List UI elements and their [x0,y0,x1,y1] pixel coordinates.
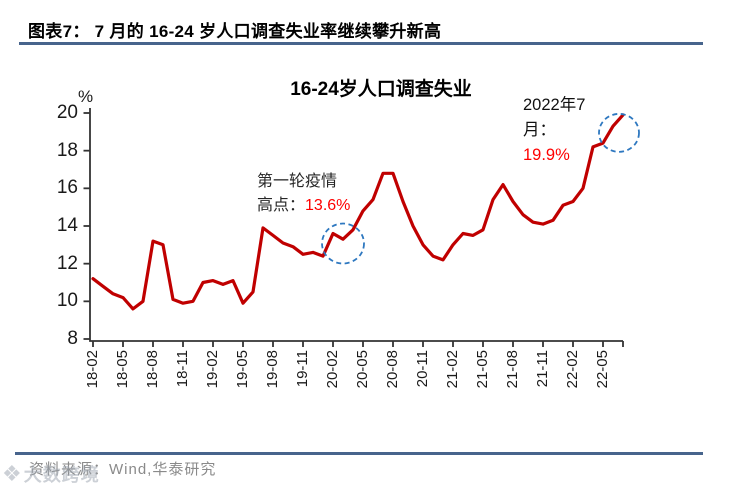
annotation-latest-value: 19.9% [523,145,570,164]
annotation-first-wave-value: 13.6% [305,197,351,214]
x-axis-tick-label: 20-05 [354,350,371,389]
annotation-latest: 2022年7 月： 19.9% [523,93,615,167]
annotation-first-wave-line1: 第一轮疫情 [257,173,338,190]
x-axis-tick-label: 19-05 [234,350,251,389]
data-series-line [91,113,625,311]
x-axis-tick-label: 18-08 [144,350,161,389]
y-axis-tick-label: 18 [56,139,78,161]
annotation-first-wave: 第一轮疫情 高点：13.6% [257,170,387,218]
y-axis-tick-label: 8 [67,328,78,349]
x-axis-tick-label: 22-05 [594,350,611,389]
caption-divider [19,42,703,45]
y-axis-unit-label: % [78,87,94,106]
annotation-latest-line2: 月： [523,120,556,139]
axis-lines [89,108,623,342]
x-axis-tick-label: 18-11 [174,350,191,388]
x-axis-tick-label: 21-05 [474,350,491,389]
x-axis-tick-label: 19-08 [264,350,281,389]
x-axis-tick-label: 21-11 [534,350,551,388]
y-axis-tick-label: 14 [56,215,78,236]
y-axis-tick-label: 20 [56,102,78,123]
y-axis-tick-label: 10 [56,290,78,312]
watermark: ❖ 大数跨境 [2,461,100,487]
x-axis-tick-label: 21-02 [444,350,461,389]
highlight-circle [321,222,365,265]
watermark-text: 大数跨境 [23,465,100,485]
x-axis-tick-label: 20-08 [384,350,401,389]
x-axis-tick-label: 21-08 [504,350,521,389]
x-axis-tick-label: 19-11 [294,350,311,388]
source-note: 资料来源：Wind,华泰研究 [29,461,217,478]
footer-divider [15,452,703,455]
watermark-logo-icon: ❖ [2,461,22,486]
x-axis-tick-label: 20-11 [414,350,431,388]
x-axis-tick-label: 18-02 [84,350,101,389]
y-axis-tick-label: 16 [56,177,78,199]
y-axis-tick-label: 12 [56,252,78,274]
figure-caption: 图表7： 7 月的 16-24 岁人口调查失业率继续攀升新高 [28,22,442,41]
x-axis-tick-label: 18-05 [114,350,131,389]
x-axis-tick-label: 22-02 [564,350,581,389]
x-axis-tick-label: 20-02 [324,350,341,389]
annotation-latest-line1: 2022年7 [523,96,586,114]
x-axis-tick-label: 19-02 [204,350,221,389]
annotation-first-wave-line2: 高点： [257,197,306,214]
chart-title: 16-24岁人口调查失业 [290,79,472,100]
highlight-circle [598,112,640,153]
